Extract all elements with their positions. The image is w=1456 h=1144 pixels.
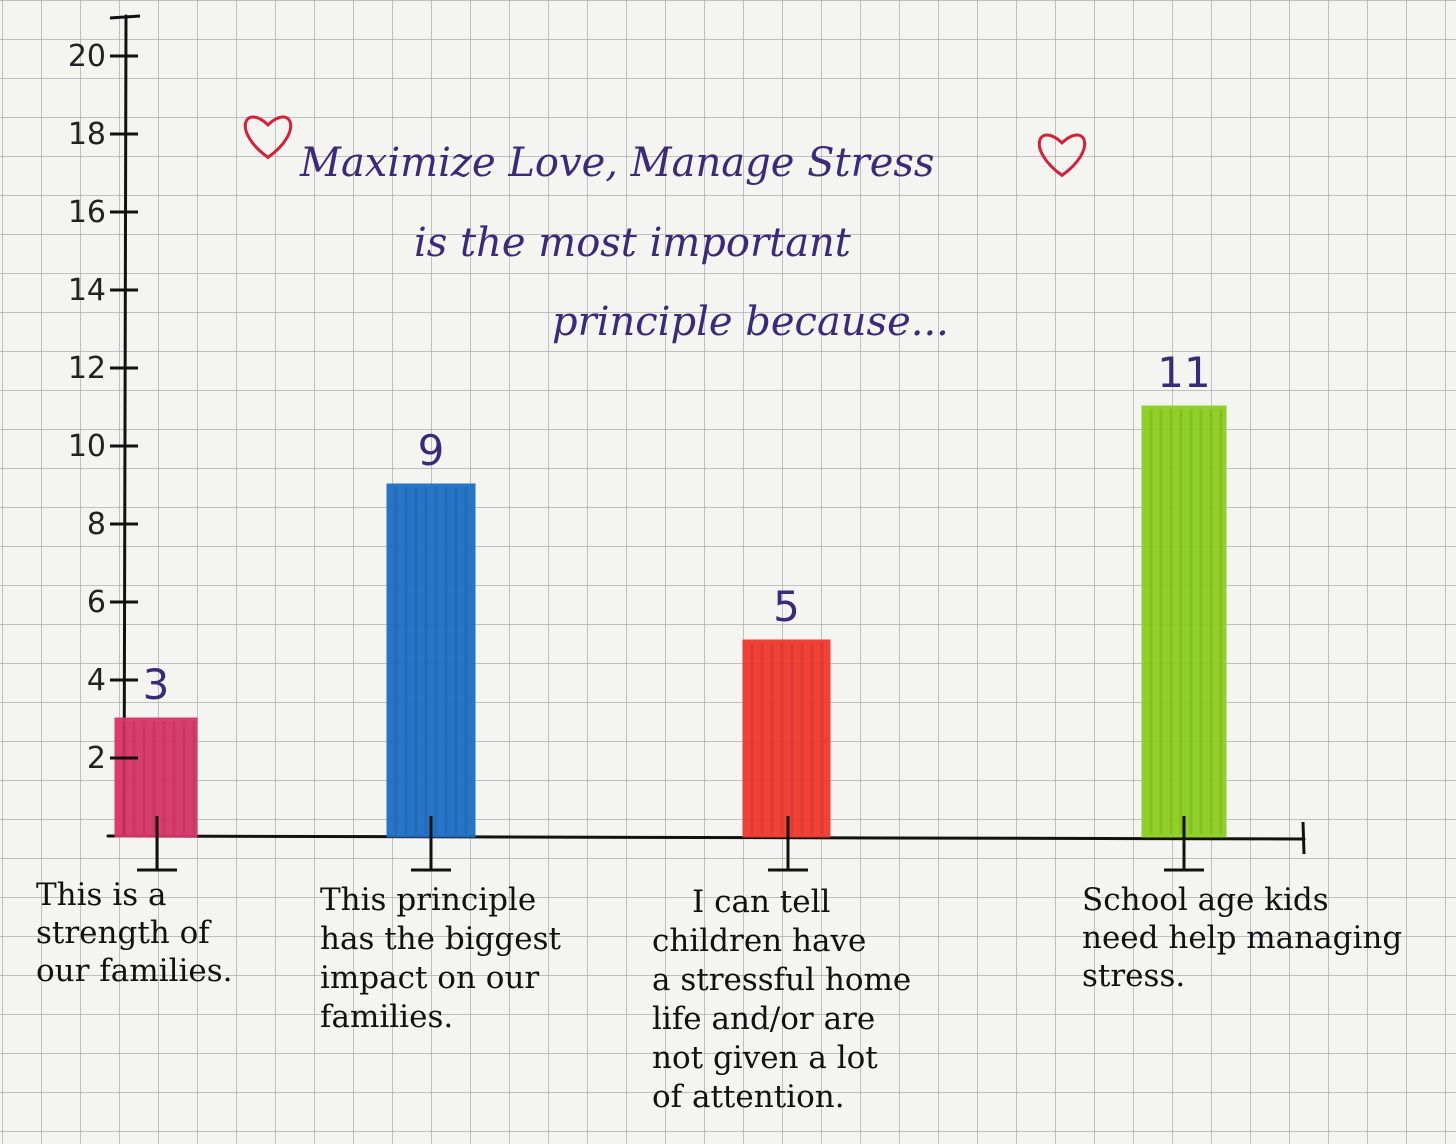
- bar-value-label: 9: [418, 426, 445, 475]
- category-label-line: need help managing: [1082, 920, 1402, 956]
- heart-icon: [243, 115, 293, 160]
- heart-icon: [1037, 133, 1087, 178]
- y-tick-label: 14: [68, 273, 106, 308]
- y-axis-cap: [109, 14, 141, 20]
- category-label-line: stress.: [1082, 958, 1185, 994]
- category-label-line: not given a lot: [652, 1040, 878, 1076]
- bar-value-label: 5: [773, 582, 800, 631]
- category-label-line: This is a: [36, 877, 166, 913]
- category-label-line: a stressful home: [652, 962, 911, 998]
- y-tick-label: 2: [87, 741, 106, 776]
- bar: [386, 483, 476, 838]
- y-tick-label: 18: [68, 117, 106, 152]
- chart-title-line: is the most important: [414, 220, 852, 266]
- category-label-line: families.: [320, 999, 453, 1035]
- y-tick-label: 6: [87, 585, 106, 620]
- category-label-line: has the biggest: [320, 921, 562, 957]
- value-labels: 3 9 5 11: [143, 348, 1211, 709]
- category-label-line: strength of: [36, 915, 212, 951]
- category-label-line: I can tell: [692, 884, 830, 920]
- y-tick-label: 16: [68, 195, 106, 230]
- y-tick-label: 8: [87, 507, 106, 542]
- category-label-line: of attention.: [652, 1079, 845, 1115]
- chart-title-line: principle because...: [552, 299, 949, 345]
- bar: [1141, 405, 1227, 838]
- y-tick-label: 12: [68, 351, 106, 386]
- y-tick-label: 10: [68, 429, 106, 464]
- category-label-line: impact on our: [320, 960, 539, 996]
- bars: [114, 405, 1227, 838]
- category-label-line: This principle: [320, 882, 536, 918]
- bar-value-label: 11: [1157, 348, 1210, 397]
- y-tick-label: 4: [87, 663, 106, 698]
- y-ticks: 2 4 6 8 10 12 14 16 18 20: [68, 39, 138, 776]
- bar: [742, 639, 831, 838]
- axes: [106, 14, 1306, 855]
- bar-value-label: 3: [143, 660, 170, 709]
- category-label-line: children have: [652, 923, 866, 959]
- y-axis-line: [122, 14, 128, 838]
- hearts: [243, 115, 1087, 178]
- category-label-line: life and/or are: [652, 1001, 875, 1037]
- x-axis-cap: [1301, 821, 1306, 855]
- category-label-line: our families.: [36, 953, 233, 989]
- category-label-line: School age kids: [1082, 882, 1329, 918]
- chart-title: Maximize Love, Manage Stress is the most …: [299, 140, 949, 345]
- y-tick-label: 20: [68, 39, 106, 74]
- chart-title-line: Maximize Love, Manage Stress: [299, 140, 934, 186]
- x-axis-line: [106, 834, 1306, 841]
